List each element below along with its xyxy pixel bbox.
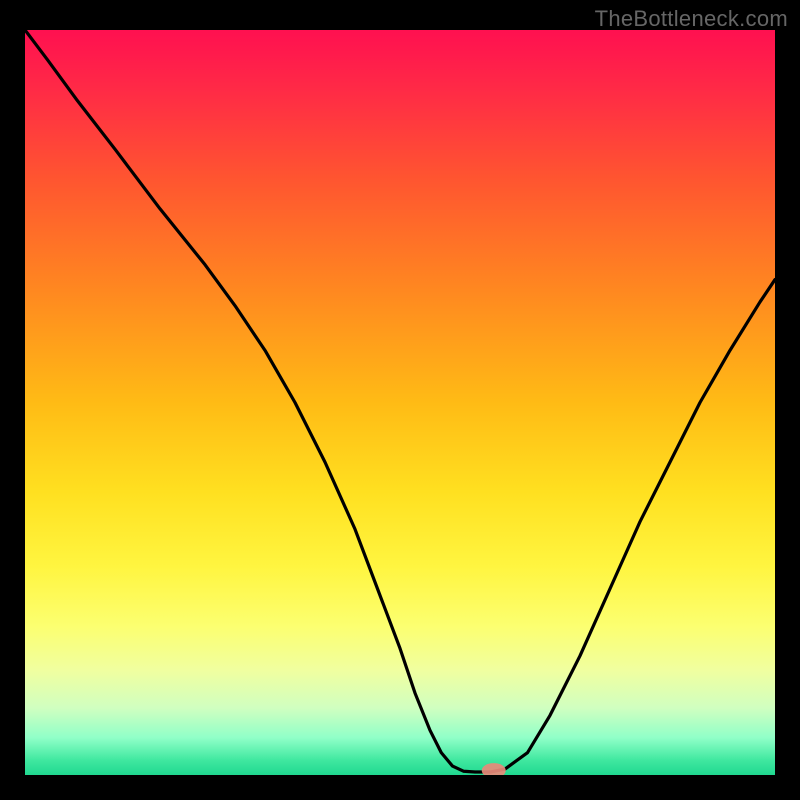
watermark-text: TheBottleneck.com [595, 6, 788, 32]
chart-background [25, 30, 775, 775]
bottleneck-chart [25, 30, 775, 775]
chart-svg [25, 30, 775, 775]
